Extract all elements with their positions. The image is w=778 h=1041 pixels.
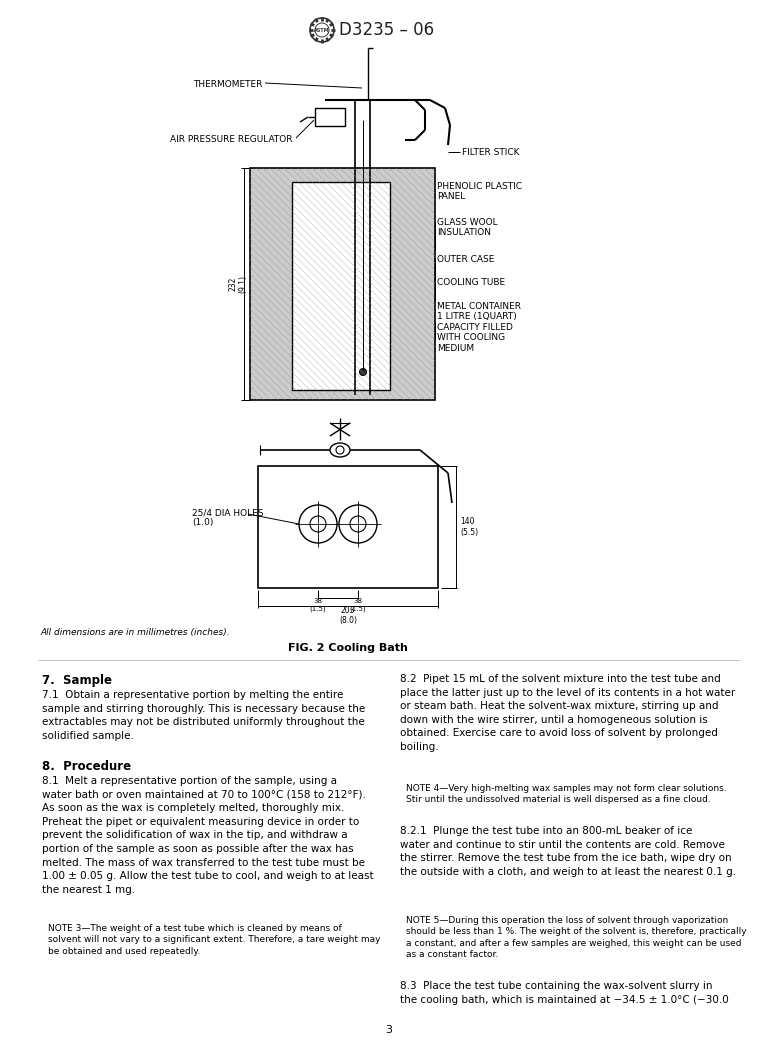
Text: 232
(9.1): 232 (9.1) [228,275,247,293]
Text: 203
(8.0): 203 (8.0) [339,606,357,626]
Text: 8.2.1  Plunge the test tube into an 800-mL beaker of ice
water and continue to s: 8.2.1 Plunge the test tube into an 800-m… [400,826,736,877]
Text: 8.1  Melt a representative portion of the sample, using a
water bath or oven mai: 8.1 Melt a representative portion of the… [42,776,373,895]
Text: 3: 3 [386,1025,392,1035]
Circle shape [359,369,366,376]
Text: 8.3  Place the test tube containing the wax-solvent slurry in
the cooling bath, : 8.3 Place the test tube containing the w… [400,981,729,1005]
Text: 25/4 DIA HOLES
(1.0): 25/4 DIA HOLES (1.0) [192,508,264,528]
Text: 7.1  Obtain a representative portion by melting the entire
sample and stirring t: 7.1 Obtain a representative portion by m… [42,690,365,741]
Bar [292,182,390,390]
Text: 38
(1.5): 38 (1.5) [349,598,366,611]
Text: All dimensions are in millimetres (inches).: All dimensions are in millimetres (inche… [40,628,230,637]
Bar [258,466,438,588]
Text: COOLING TUBE: COOLING TUBE [437,278,505,287]
Text: 7.  Sample: 7. Sample [42,674,112,687]
Text: METAL CONTAINER
1 LITRE (1QUART)
CAPACITY FILLED
WITH COOLING
MEDIUM: METAL CONTAINER 1 LITRE (1QUART) CAPACIT… [437,302,521,353]
Text: PHENOLIC PLASTIC
PANEL: PHENOLIC PLASTIC PANEL [437,182,522,201]
Text: THERMOMETER: THERMOMETER [193,80,262,88]
Text: GLASS WOOL
INSULATION: GLASS WOOL INSULATION [437,218,498,237]
Text: 140
(5.5): 140 (5.5) [460,517,478,537]
Bar [250,168,435,400]
Text: 38
(1.5): 38 (1.5) [310,598,326,611]
Text: OUTER CASE: OUTER CASE [437,255,494,264]
Text: ASTM: ASTM [314,27,330,32]
Text: AIR PRESSURE REGULATOR: AIR PRESSURE REGULATOR [170,135,293,144]
Bar [315,108,345,126]
Text: NOTE 3—The weight of a test tube which is cleaned by means of
solvent will not v: NOTE 3—The weight of a test tube which i… [48,924,380,956]
Text: 8.2  Pipet 15 mL of the solvent mixture into the test tube and
place the latter : 8.2 Pipet 15 mL of the solvent mixture i… [400,674,735,752]
Text: 8.  Procedure: 8. Procedure [42,760,131,773]
Text: FILTER STICK: FILTER STICK [462,148,520,157]
Text: NOTE 4—Very high-melting wax samples may not form clear solutions.
Stir until th: NOTE 4—Very high-melting wax samples may… [406,784,727,805]
Text: D3235 – 06: D3235 – 06 [339,21,434,39]
Text: FIG. 2 Cooling Bath: FIG. 2 Cooling Bath [288,643,408,653]
Text: NOTE 5—During this operation the loss of solvent through vaporization
should be : NOTE 5—During this operation the loss of… [406,916,747,960]
